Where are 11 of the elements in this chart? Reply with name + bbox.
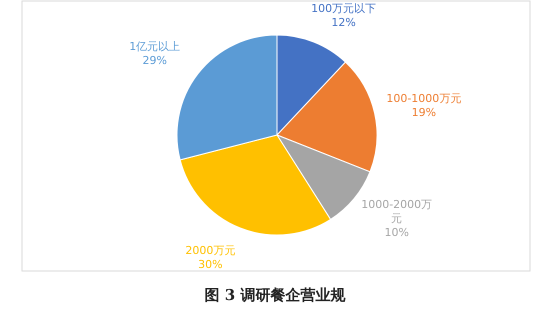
slice-label: 100万元以下: [310, 2, 378, 16]
data-label: 12%: [330, 16, 357, 30]
data-label: 29%: [141, 54, 168, 68]
data-label: 19%: [410, 106, 438, 120]
slice-label: 2000万元: [184, 244, 236, 258]
slice-label: 100-1000万元: [386, 92, 462, 106]
slice-label: 1000-2000万元: [360, 198, 434, 226]
slice-label: 1亿元以上: [128, 40, 182, 54]
text: 图 3 调研餐企营业规: [204, 286, 346, 305]
data-label: 10%: [383, 226, 410, 240]
data-label: 30%: [197, 258, 224, 272]
